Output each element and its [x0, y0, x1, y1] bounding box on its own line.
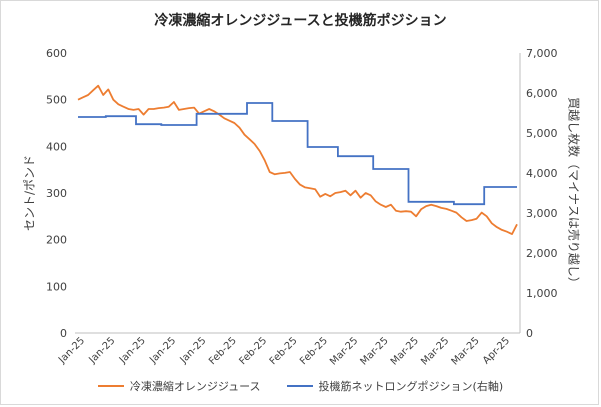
x-tick-label: Mar-25 [389, 335, 421, 367]
x-tick-label: Jan-25 [87, 335, 118, 366]
x-tick-label: Feb-25 [298, 335, 330, 367]
x-tick-label: Jan-25 [178, 335, 209, 366]
y-tick-label-left: 0 [60, 327, 67, 340]
series-line-orange-juice [77, 84, 518, 236]
legend-label-orange-juice: 冷凍濃縮オレンジジュース [129, 380, 261, 393]
y-tick-label-right: 7,000 [526, 47, 558, 60]
y-tick-label-left: 200 [46, 234, 67, 247]
y-tick-label-right: 0 [526, 327, 533, 340]
legend-item-net-long: 投機筋ネットロングポジション(右軸) [286, 378, 504, 394]
y-tick-label-left: 100 [46, 280, 67, 293]
y-tick-label-left: 400 [46, 140, 67, 153]
legend-label-net-long: 投機筋ネットロングポジション(右軸) [318, 380, 504, 393]
legend-swatch-blue [286, 385, 313, 387]
x-tick-label: Jan-25 [117, 335, 148, 366]
y-tick-label-left: 600 [46, 47, 67, 60]
y-tick-label-left: 500 [46, 94, 67, 107]
y-tick-label-right: 1,000 [526, 287, 558, 300]
legend-swatch-orange [97, 385, 124, 387]
x-tick-label: Apr-25 [481, 335, 512, 366]
x-tick-label: Mar-25 [450, 335, 482, 367]
legend: 冷凍濃縮オレンジジュース 投機筋ネットロングポジション(右軸) [0, 378, 601, 394]
x-tick-label: Jan-25 [147, 335, 178, 366]
chart-title: 冷凍濃縮オレンジジュースと投機筋ポジション [154, 13, 447, 29]
y-tick-label-right: 3,000 [526, 207, 558, 220]
y-tick-label-left: 300 [46, 187, 67, 200]
x-tick-label: Feb-25 [237, 335, 269, 367]
x-tick-label: Mar-25 [358, 335, 390, 367]
y-tick-label-right: 2,000 [526, 247, 558, 260]
x-tick-label: Feb-25 [268, 335, 300, 367]
y-tick-label-right: 4,000 [526, 167, 558, 180]
y-tick-label-right: 5,000 [526, 127, 558, 140]
x-tick-label: Feb-25 [207, 335, 239, 367]
x-tick-label: Mar-25 [419, 335, 451, 367]
series-line-net-long [78, 102, 517, 206]
legend-item-orange-juice: 冷凍濃縮オレンジジュース [97, 378, 261, 394]
x-tick-label: Mar-25 [328, 335, 360, 367]
y-tick-label-right: 6,000 [526, 87, 558, 100]
